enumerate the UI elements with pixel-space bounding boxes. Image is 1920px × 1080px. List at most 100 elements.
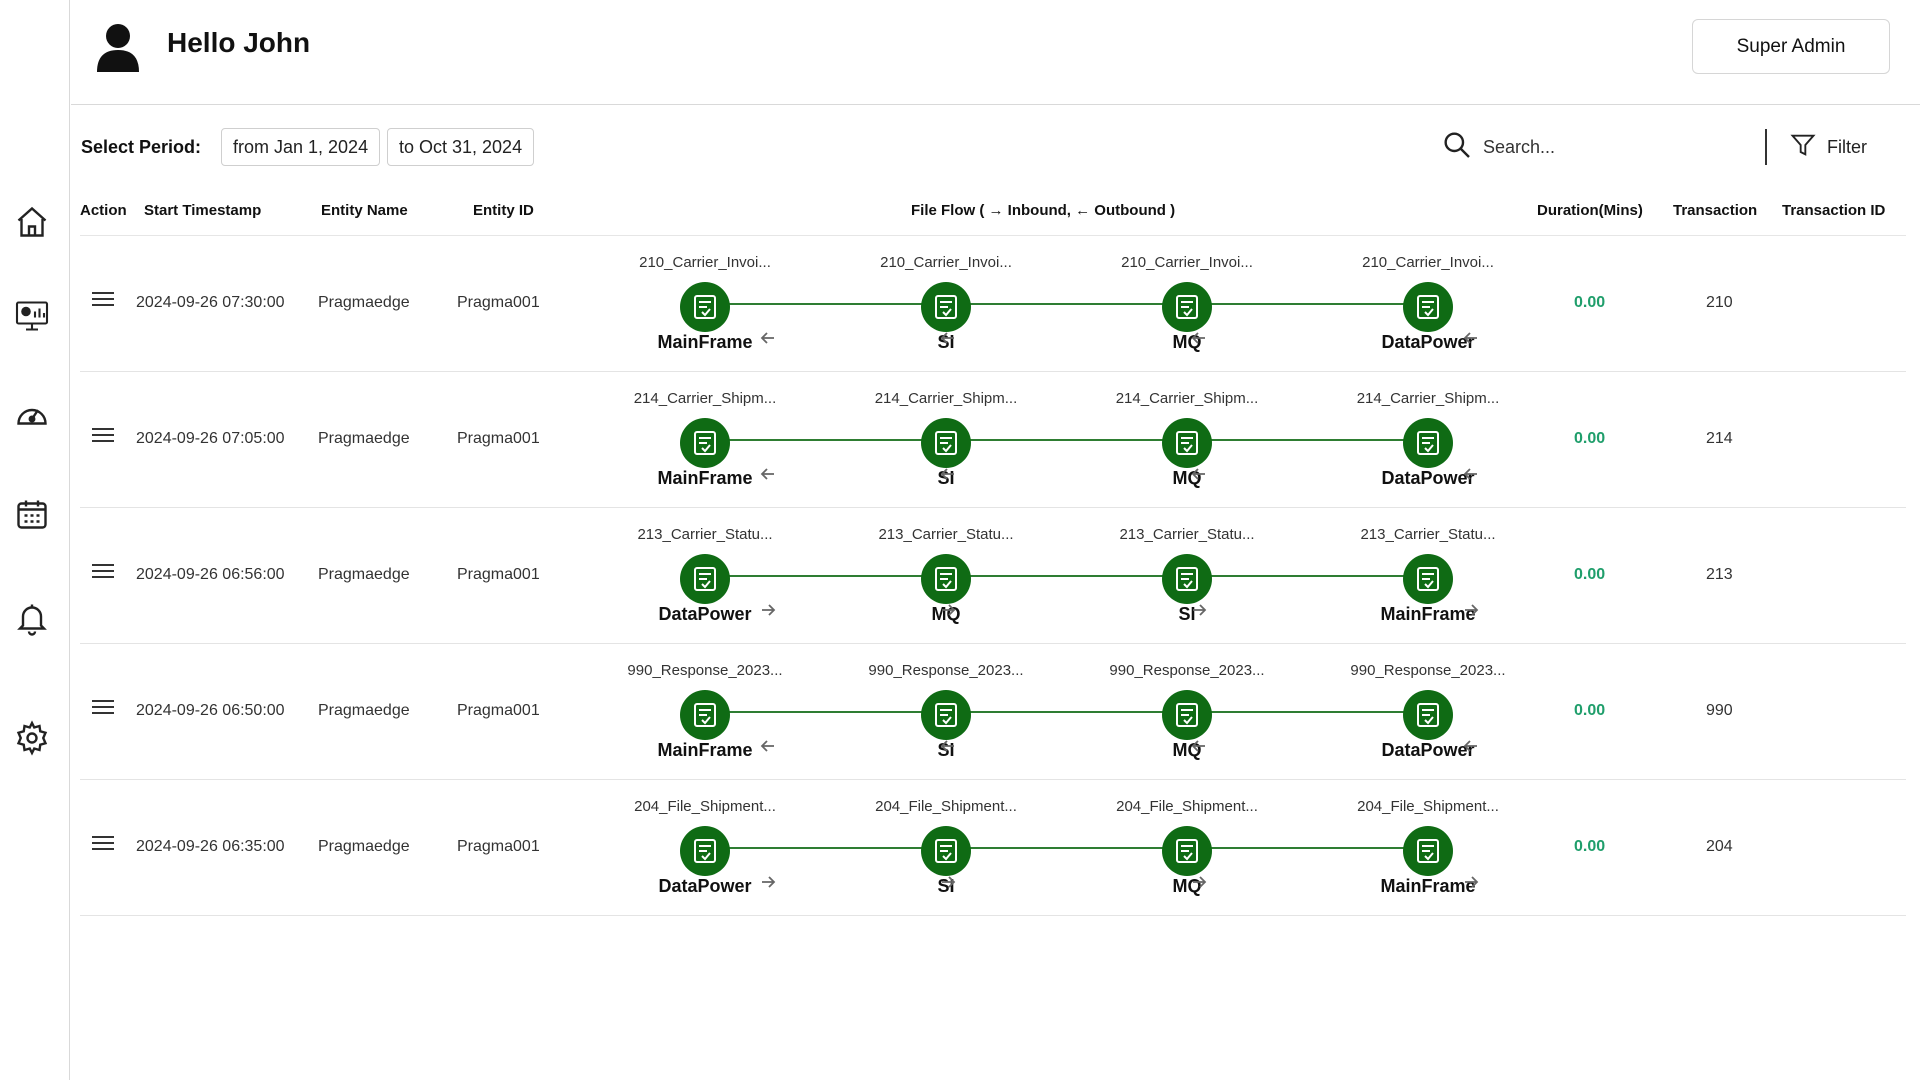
arrow-right-icon <box>1189 872 1209 892</box>
table-row[interactable]: 2024-09-26 06:35:00 Pragmaedge Pragma001 20… <box>80 780 1906 916</box>
file-document-icon[interactable] <box>680 282 730 332</box>
toolbar: Select Period: from Jan 1, 2024 to Oct 3… <box>71 105 1920 190</box>
arrow-left-icon <box>1461 328 1481 348</box>
col-duration[interactable]: Duration(Mins) <box>1537 202 1643 219</box>
file-document-icon[interactable] <box>680 554 730 604</box>
role-button[interactable]: Super Admin <box>1692 19 1890 74</box>
table-row[interactable]: 2024-09-26 07:30:00 Pragmaedge Pragma001 21… <box>80 236 1906 372</box>
file-document-icon[interactable] <box>1403 282 1453 332</box>
transaction-value: 990 <box>1706 702 1733 719</box>
duration-value: 0.00 <box>1574 294 1606 311</box>
transaction-value: 210 <box>1706 294 1733 311</box>
node-file-name: 213_Carrier_Statu... <box>1119 526 1255 543</box>
node-file-name: 990_Response_2023... <box>1109 662 1265 679</box>
search-box <box>1441 127 1771 167</box>
node-system-name: MainFrame <box>1380 876 1476 896</box>
col-entity-id[interactable]: Entity ID <box>473 202 534 219</box>
calendar-icon[interactable] <box>12 494 52 534</box>
node-system-name: MainFrame <box>657 740 753 760</box>
node-system-name: SI <box>937 876 955 896</box>
col-file-flow[interactable]: File Flow ( → Inbound, ← Outbound ) <box>911 202 1176 219</box>
flow-connector <box>720 303 1444 305</box>
file-document-icon[interactable] <box>921 282 971 332</box>
file-document-icon[interactable] <box>680 418 730 468</box>
file-flow: 213_Carrier_Statu... DataPower 213_Carrier… <box>620 508 1600 644</box>
user-avatar-icon <box>95 22 141 72</box>
arrow-right-icon <box>758 872 778 892</box>
node-system-name: MainFrame <box>1380 604 1476 624</box>
file-document-icon[interactable] <box>1162 554 1212 604</box>
node-file-name: 210_Carrier_Invoi... <box>880 254 1012 271</box>
arrow-left-icon <box>1189 328 1209 348</box>
col-start-timestamp[interactable]: Start Timestamp <box>144 202 262 219</box>
table-body: 2024-09-26 07:30:00 Pragmaedge Pragma001 21… <box>80 236 1906 916</box>
home-icon[interactable] <box>12 202 52 242</box>
duration-value: 0.00 <box>1574 430 1606 447</box>
duration-value: 0.00 <box>1574 702 1606 719</box>
file-document-icon[interactable] <box>1403 690 1453 740</box>
col-transaction-id[interactable]: Transaction ID <box>1782 202 1886 219</box>
arrow-left-icon <box>758 328 778 348</box>
arrow-left-icon <box>1461 464 1481 484</box>
gear-icon[interactable] <box>12 718 52 758</box>
toolbar-divider <box>1765 129 1767 165</box>
file-document-icon[interactable] <box>1162 282 1212 332</box>
file-document-icon[interactable] <box>921 418 971 468</box>
arrow-left-icon <box>758 464 778 484</box>
arrow-left-icon <box>758 736 778 756</box>
menu-icon[interactable] <box>92 700 114 718</box>
arrow-right-icon <box>758 600 778 620</box>
file-document-icon[interactable] <box>680 690 730 740</box>
speedometer-icon[interactable] <box>12 396 52 436</box>
table-row[interactable]: 2024-09-26 06:56:00 Pragmaedge Pragma001 21… <box>80 508 1906 644</box>
transaction-value: 204 <box>1706 838 1733 855</box>
file-document-icon[interactable] <box>1403 554 1453 604</box>
date-from-field[interactable]: from Jan 1, 2024 <box>221 128 381 166</box>
node-file-name: 210_Carrier_Invoi... <box>1362 254 1494 271</box>
flow-connector <box>720 847 1444 849</box>
file-flow: 204_File_Shipment... DataPower 204_File_Sh… <box>620 780 1600 916</box>
node-file-name: 990_Response_2023... <box>868 662 1024 679</box>
file-document-icon[interactable] <box>680 826 730 876</box>
bell-icon[interactable] <box>12 598 52 638</box>
date-to-field[interactable]: to Oct 31, 2024 <box>387 128 535 166</box>
entity-id: Pragma001 <box>457 838 540 855</box>
menu-icon[interactable] <box>92 428 114 446</box>
file-document-icon[interactable] <box>1403 826 1453 876</box>
table-row[interactable]: 2024-09-26 06:50:00 Pragmaedge Pragma001 99… <box>80 644 1906 780</box>
col-transaction[interactable]: Transaction <box>1673 202 1758 219</box>
node-system-name: MainFrame <box>657 332 753 352</box>
search-icon[interactable] <box>1441 129 1473 166</box>
filter-button[interactable]: Filter <box>1789 131 1867 164</box>
node-system-name: DataPower <box>1381 332 1475 352</box>
arrow-right-icon <box>1461 600 1481 620</box>
arrow-left-icon <box>938 736 958 756</box>
file-document-icon[interactable] <box>1403 418 1453 468</box>
search-input[interactable] <box>1483 136 1723 158</box>
dashboard-monitor-icon[interactable] <box>12 296 52 336</box>
start-timestamp: 2024-09-26 06:50:00 <box>136 702 285 719</box>
arrow-left-icon <box>1189 736 1209 756</box>
sidebar <box>0 0 70 1080</box>
node-file-name: 990_Response_2023... <box>1350 662 1506 679</box>
node-file-name: 204_File_Shipment... <box>1116 798 1258 815</box>
col-action[interactable]: Action <box>80 202 127 219</box>
file-document-icon[interactable] <box>1162 826 1212 876</box>
filter-label: Filter <box>1827 137 1867 157</box>
menu-icon[interactable] <box>92 564 114 582</box>
arrow-left-icon <box>1189 464 1209 484</box>
col-entity-name[interactable]: Entity Name <box>321 202 408 219</box>
file-document-icon[interactable] <box>921 826 971 876</box>
duration-value: 0.00 <box>1574 566 1606 583</box>
node-system-name: MQ <box>1172 740 1202 760</box>
file-document-icon[interactable] <box>1162 418 1212 468</box>
file-document-icon[interactable] <box>1162 690 1212 740</box>
file-document-icon[interactable] <box>921 690 971 740</box>
file-document-icon[interactable] <box>921 554 971 604</box>
table-row[interactable]: 2024-09-26 07:05:00 Pragmaedge Pragma001 21… <box>80 372 1906 508</box>
node-file-name: 204_File_Shipment... <box>1357 798 1499 815</box>
menu-icon[interactable] <box>92 836 114 854</box>
menu-icon[interactable] <box>92 292 114 310</box>
entity-id: Pragma001 <box>457 294 540 311</box>
node-file-name: 204_File_Shipment... <box>875 798 1017 815</box>
